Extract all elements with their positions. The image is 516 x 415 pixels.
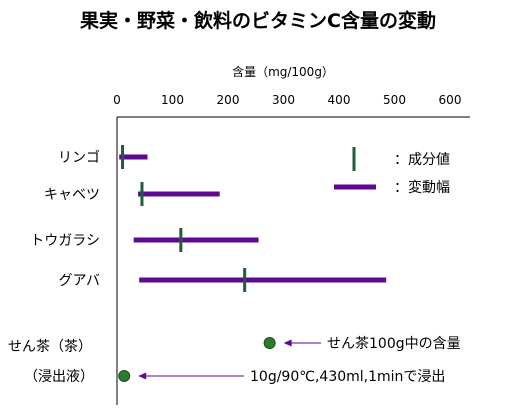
value-markers: [121, 145, 247, 292]
annotation-arrow-head: [283, 339, 292, 347]
x-tick-label: 300: [272, 93, 295, 107]
x-tick-label: 200: [217, 93, 240, 107]
x-tick-label: 500: [383, 93, 406, 107]
chart-title: 果実・野菜・飲料のビタミンC含量の変動: [80, 10, 436, 32]
category-label: トウガラシ: [30, 233, 100, 249]
x-tick-labels: 0 100 200 300 400 500 600: [113, 93, 461, 107]
x-tick-label: 0: [113, 93, 121, 107]
category-label: グアバ: [59, 273, 100, 289]
x-tick-label: 100: [161, 93, 184, 107]
x-tick-label: 400: [328, 93, 351, 107]
tea-point: [263, 337, 276, 349]
tea-label: せん茶（茶）: [8, 339, 92, 355]
x-axis-label: 含量（mg/100g）: [232, 64, 334, 79]
tea-points: せん茶100g中の含量 10g/90℃,430ml,1minで浸出: [118, 336, 461, 385]
category-label: リンゴ: [58, 149, 100, 166]
tea-point: [118, 370, 131, 382]
range-bars: [119, 154, 387, 283]
category-label: キャベツ: [44, 187, 100, 203]
legend-range-label: ：変動幅: [394, 179, 450, 196]
legend: ：成分値 ：変動幅: [334, 147, 450, 196]
annotation-arrow-head: [138, 372, 147, 380]
annotation-label: 10g/90℃,430ml,1minで浸出: [250, 369, 445, 385]
tea-infusion-label: （浸出液）: [24, 369, 94, 385]
legend-value-label: ：成分値: [394, 152, 450, 168]
annotation-label: せん茶100g中の含量: [327, 336, 461, 352]
x-tick-label: 600: [439, 93, 462, 107]
